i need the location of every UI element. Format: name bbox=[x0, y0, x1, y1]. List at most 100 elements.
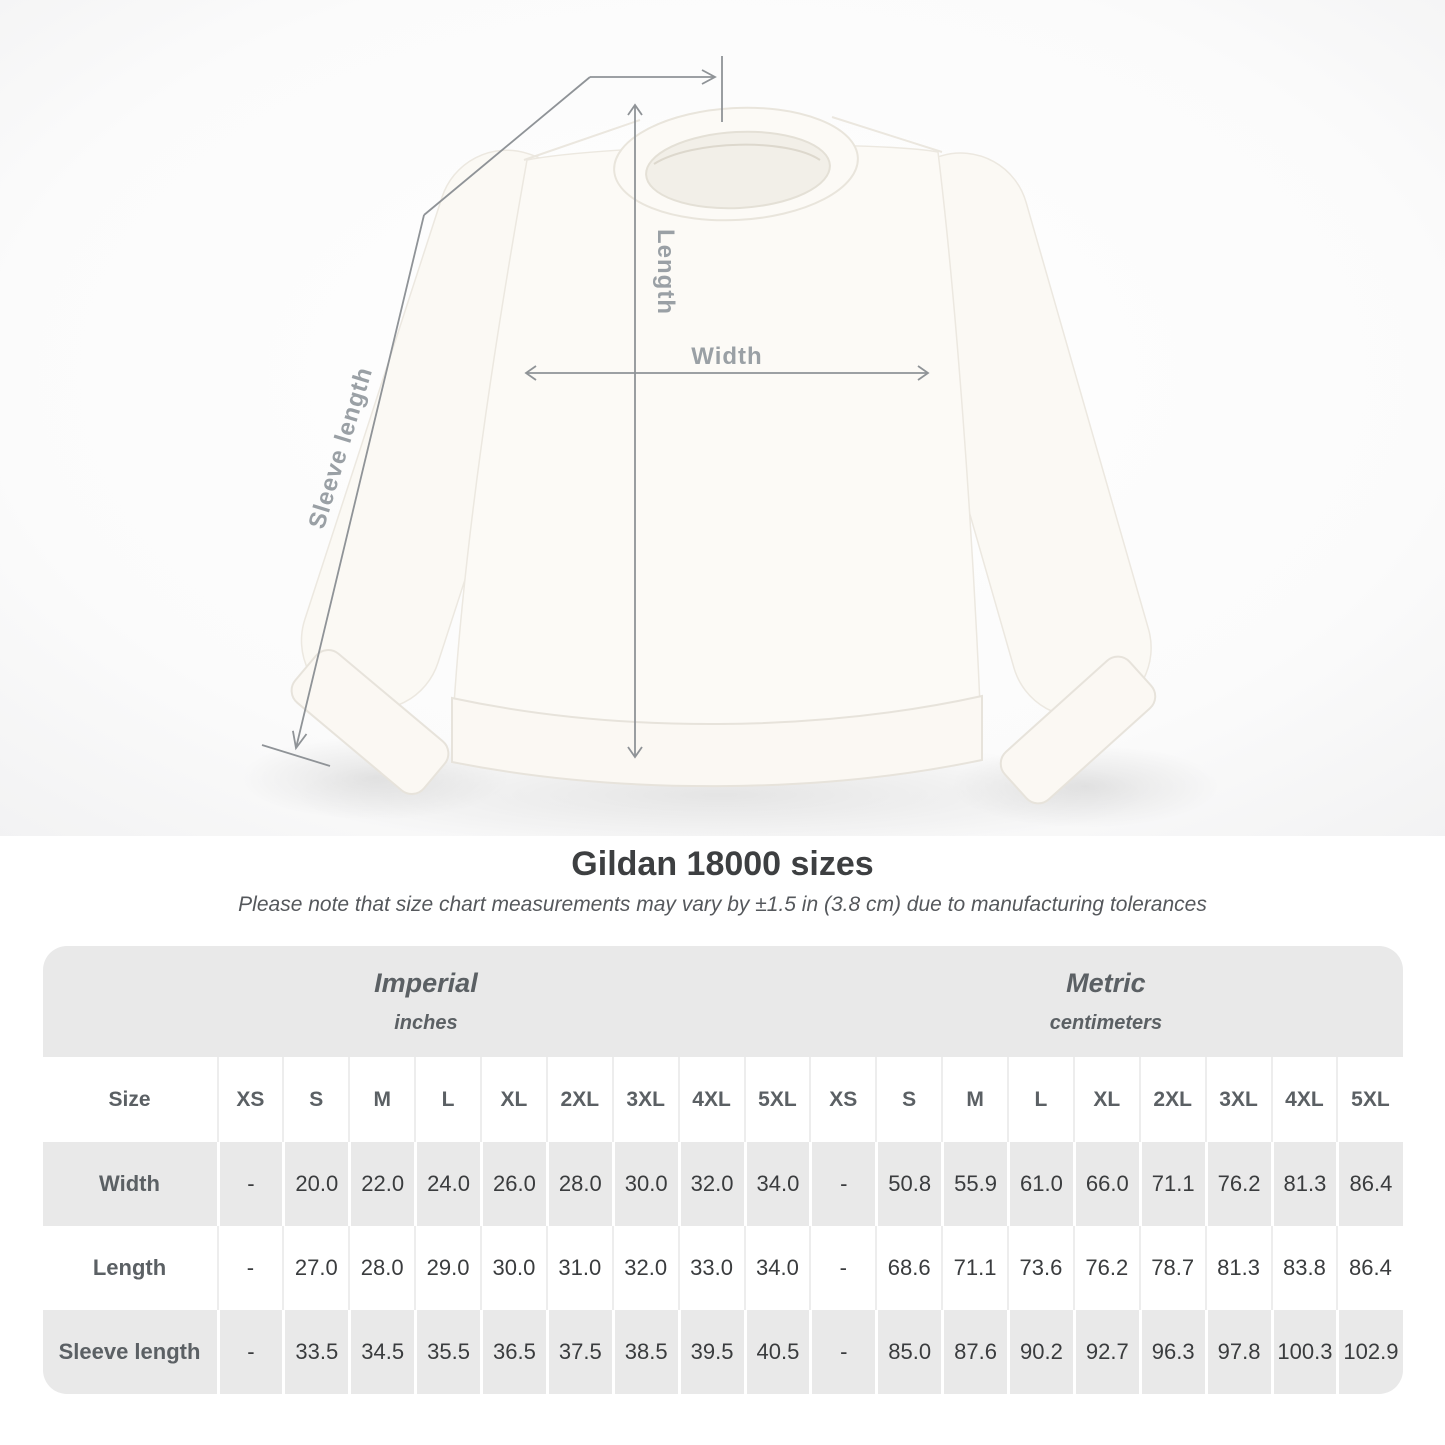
size-column-title: Size bbox=[42, 1057, 217, 1142]
size-col-header: 4XL bbox=[1270, 1057, 1337, 1142]
table-cell: 27.0 bbox=[282, 1226, 349, 1310]
back-neck-seam bbox=[653, 143, 821, 165]
size-col-header: S bbox=[282, 1057, 349, 1142]
table-cell: 33.0 bbox=[677, 1226, 744, 1310]
size-table: Imperial inches Metric centimeters Size … bbox=[42, 946, 1403, 1394]
table-cell: 34.0 bbox=[743, 1226, 810, 1310]
row-label: Length bbox=[42, 1226, 217, 1310]
sweatshirt bbox=[290, 106, 1157, 805]
table-cell: 29.0 bbox=[414, 1226, 480, 1310]
table-cell: - bbox=[216, 1142, 283, 1226]
table-cell: 38.5 bbox=[611, 1310, 678, 1394]
width-right-arrow bbox=[917, 365, 930, 381]
size-col-header: 5XL bbox=[1336, 1057, 1403, 1142]
table-cell: 73.6 bbox=[1007, 1226, 1073, 1310]
right-cuff bbox=[999, 655, 1157, 805]
size-col-header: 3XL bbox=[611, 1057, 678, 1142]
table-cell: 90.2 bbox=[1007, 1310, 1073, 1394]
table-cell: 86.4 bbox=[1336, 1142, 1403, 1226]
table-cell: 32.0 bbox=[677, 1142, 744, 1226]
table-cell: 26.0 bbox=[480, 1142, 546, 1226]
shoulder-seams bbox=[523, 116, 943, 161]
size-col-header: L bbox=[414, 1057, 480, 1142]
sleeve-length-line bbox=[295, 214, 425, 749]
table-cell: 22.0 bbox=[348, 1142, 415, 1226]
table-cell: 100.3 bbox=[1270, 1310, 1337, 1394]
table-cell: - bbox=[216, 1310, 283, 1394]
table-cell: 30.0 bbox=[611, 1142, 678, 1226]
size-col-header: 5XL bbox=[743, 1057, 810, 1142]
size-col-header: 2XL bbox=[1138, 1057, 1205, 1142]
page-subtitle: Please note that size chart measurements… bbox=[238, 893, 1207, 916]
table-row: Width -20.0 22.0 24.0 26.0 28.0 30.0 32.0 34.0-5… bbox=[42, 1142, 1403, 1226]
sleeve-end-arrow bbox=[292, 730, 308, 751]
table-cell: 96.3 bbox=[1138, 1310, 1205, 1394]
table-row: Length -27.0 28.0 29.0 30.0 31.0 32.0 33.0 34.0-… bbox=[42, 1226, 1403, 1310]
imperial-group-header: Imperial inches bbox=[42, 946, 810, 1057]
row-label: Sleeve length bbox=[42, 1310, 217, 1394]
size-col-header: XS bbox=[809, 1057, 876, 1142]
table-cell: 97.8 bbox=[1204, 1310, 1271, 1394]
table-cell: 83.8 bbox=[1270, 1226, 1337, 1310]
table-cell: 71.1 bbox=[1138, 1142, 1205, 1226]
page-title: Gildan 18000 sizes bbox=[571, 845, 874, 883]
table-cell: 31.0 bbox=[545, 1226, 612, 1310]
size-col-header: 3XL bbox=[1204, 1057, 1271, 1142]
table-cell: 76.2 bbox=[1204, 1142, 1271, 1226]
table-cell: - bbox=[809, 1226, 876, 1310]
table-cell: 92.7 bbox=[1072, 1310, 1139, 1394]
imperial-group-name: Imperial bbox=[374, 968, 478, 998]
table-cell: 78.7 bbox=[1138, 1226, 1205, 1310]
left-cuff bbox=[290, 649, 450, 795]
product-photo-area: Length Width Sleeve length bbox=[0, 0, 1445, 836]
metric-group-name: Metric bbox=[1066, 968, 1146, 998]
table-cell: 24.0 bbox=[414, 1142, 480, 1226]
imperial-group-unit: inches bbox=[394, 1012, 458, 1034]
size-col-header: XL bbox=[1072, 1057, 1139, 1142]
row-label: Width bbox=[42, 1142, 217, 1226]
table-cell: - bbox=[809, 1142, 876, 1226]
metric-group-unit: centimeters bbox=[1049, 1012, 1163, 1034]
table-cell: 86.4 bbox=[1336, 1226, 1403, 1310]
table-cell: 37.5 bbox=[545, 1310, 612, 1394]
size-col-header: XL bbox=[480, 1057, 546, 1142]
length-top-arrow bbox=[627, 103, 643, 116]
table-cell: 81.3 bbox=[1204, 1226, 1271, 1310]
table-cell: 50.8 bbox=[875, 1142, 942, 1226]
table-cell: 32.0 bbox=[611, 1226, 678, 1310]
measurement-lines bbox=[261, 56, 930, 767]
size-col-header: M bbox=[941, 1057, 1007, 1142]
table-cell: 76.2 bbox=[1072, 1226, 1139, 1310]
sleeve-shoulder-line bbox=[423, 76, 591, 216]
table-cell: 102.9 bbox=[1336, 1310, 1403, 1394]
table-cell: 35.5 bbox=[414, 1310, 480, 1394]
sleeve-end-tick bbox=[261, 744, 331, 767]
table-cell: 71.1 bbox=[941, 1226, 1007, 1310]
table-cell: 61.0 bbox=[1007, 1142, 1073, 1226]
table-cell: - bbox=[809, 1310, 876, 1394]
sweatshirt-diagram: Length Width Sleeve length bbox=[0, 0, 1445, 836]
width-left-arrow bbox=[524, 365, 537, 381]
table-cell: 36.5 bbox=[480, 1310, 546, 1394]
sleeve-start-arrow bbox=[701, 69, 717, 85]
table-cell: 85.0 bbox=[875, 1310, 942, 1394]
size-col-header: 2XL bbox=[545, 1057, 612, 1142]
size-table-body: Width -20.0 22.0 24.0 26.0 28.0 30.0 32.0 34.0-5… bbox=[42, 1142, 1403, 1394]
table-cell: 40.5 bbox=[743, 1310, 810, 1394]
table-cell: 81.3 bbox=[1270, 1142, 1337, 1226]
table-cell: 30.0 bbox=[480, 1226, 546, 1310]
table-cell: 34.0 bbox=[743, 1142, 810, 1226]
table-cell: 28.0 bbox=[545, 1142, 612, 1226]
table-cell: 39.5 bbox=[677, 1310, 744, 1394]
unit-group-header-row: Imperial inches Metric centimeters bbox=[42, 946, 1403, 1057]
length-bottom-arrow bbox=[627, 746, 643, 759]
table-cell: 20.0 bbox=[282, 1142, 349, 1226]
sweatshirt-body bbox=[453, 144, 981, 759]
table-cell: 34.5 bbox=[348, 1310, 415, 1394]
size-header-row: Size XS S M L XL 2XL 3XL 4XL 5XL XS S M L XL 2XL 3XL 4XL… bbox=[42, 1057, 1403, 1142]
hem-band bbox=[451, 694, 983, 788]
table-row: Sleeve length -33.5 34.5 35.5 36.5 37.5 38.5 39… bbox=[42, 1310, 1403, 1394]
width-label: Width bbox=[691, 343, 762, 370]
size-col-header: XS bbox=[216, 1057, 283, 1142]
size-col-header: L bbox=[1007, 1057, 1073, 1142]
